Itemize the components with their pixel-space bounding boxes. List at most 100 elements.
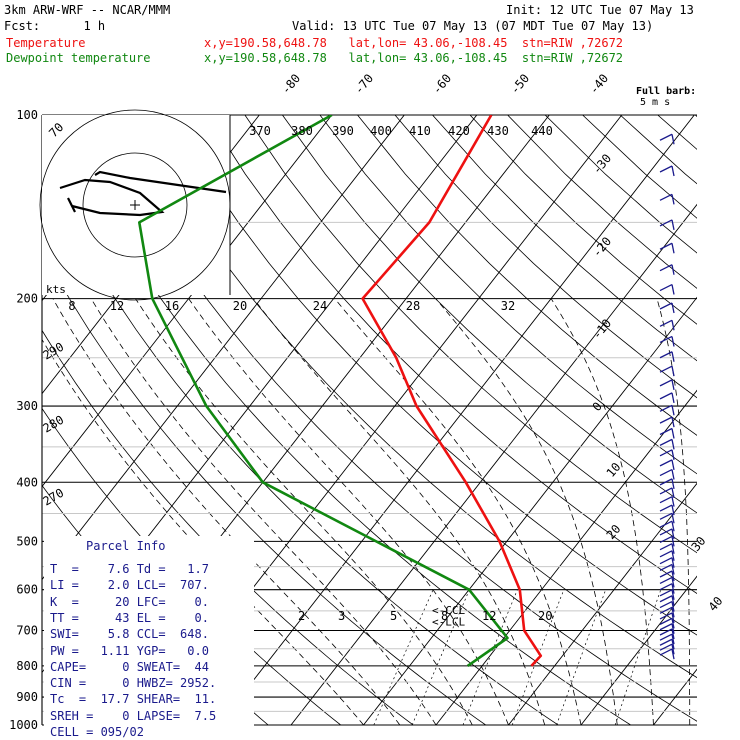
wind-barb xyxy=(671,543,675,554)
wind-barb xyxy=(671,564,675,575)
wind-barb xyxy=(659,365,673,373)
wind-barb xyxy=(659,550,673,558)
hodograph-speed-label: 12 xyxy=(110,299,124,313)
barb-key-title: Full barb: xyxy=(636,86,697,97)
wind-barb xyxy=(671,417,675,428)
wind-barbs xyxy=(659,133,675,660)
theta-e-label: 410 xyxy=(409,124,431,138)
wind-barb xyxy=(671,504,675,516)
wind-barb xyxy=(671,623,675,634)
theta-e-label: 380 xyxy=(291,124,313,138)
wind-barb xyxy=(659,612,673,620)
hodograph-speed-label: 32 xyxy=(501,299,515,313)
moist-adiabat xyxy=(726,299,740,725)
wind-barb xyxy=(671,392,675,404)
dry-adiabat xyxy=(282,115,697,514)
parcel-info-row: K = 20 LFC= 0. xyxy=(50,594,209,609)
isotherm-label: 30 xyxy=(689,534,709,554)
isotherm-line xyxy=(42,115,405,581)
wind-barb xyxy=(671,134,675,145)
wind-barb xyxy=(659,449,673,457)
dewpoint-line xyxy=(138,115,509,667)
isotherm-label: -30 xyxy=(590,151,615,177)
isotherm-label: 0 xyxy=(590,399,605,414)
wind-barb xyxy=(671,570,675,582)
wind-barb xyxy=(671,536,675,547)
parcel-info-row: PW = 1.11 YGP= 0.0 xyxy=(50,643,209,658)
wind-barb xyxy=(671,648,675,660)
dry-adiabat xyxy=(394,115,697,399)
isotherm-line xyxy=(290,203,697,725)
wind-barb xyxy=(659,264,673,272)
wind-barb xyxy=(671,589,675,600)
wind-barb xyxy=(671,639,675,650)
wind-barb xyxy=(659,165,673,173)
isotherm-label: -70 xyxy=(352,71,377,97)
isotherm-label: -80 xyxy=(279,71,304,97)
isotherm-label: -60 xyxy=(430,71,455,97)
wind-barb xyxy=(671,612,675,624)
theta-e-label: 370 xyxy=(249,124,271,138)
hodograph-speed-label: 28 xyxy=(406,299,420,313)
wind-barb xyxy=(659,283,673,292)
wind-barb xyxy=(671,478,675,490)
isotherm-line xyxy=(726,115,740,725)
dry-adiabat xyxy=(582,115,697,219)
hodograph-ring xyxy=(39,109,231,301)
parcel-marker: <-LCL xyxy=(432,616,465,629)
mixing-ratio-line xyxy=(614,589,662,725)
mixing-ratio-line xyxy=(462,589,518,725)
theta-label: 280 xyxy=(41,413,67,436)
wind-barb xyxy=(671,528,675,540)
wind-barb xyxy=(671,521,675,532)
wind-barb xyxy=(659,219,673,227)
wind-barb xyxy=(671,583,675,594)
wind-barb xyxy=(671,379,675,390)
mixing-ratio-label: 5 xyxy=(390,609,397,623)
isotherm-line xyxy=(218,115,695,725)
isotherm-line xyxy=(508,482,697,725)
wind-barb xyxy=(659,633,673,641)
wind-barb xyxy=(659,242,673,250)
wind-barb xyxy=(659,427,673,436)
temperature-legend: Temperature xyxy=(6,36,86,50)
wind-barb xyxy=(659,512,673,520)
dewpoint-legend: Dewpoint temperature xyxy=(6,51,151,65)
wind-barb xyxy=(671,405,675,416)
forecast-hour: Fcst: 1 h xyxy=(4,19,106,33)
barb-key-value: 5 m s xyxy=(640,97,671,108)
parcel-info-row: CELL = 095/02 xyxy=(50,725,144,739)
wind-barb xyxy=(659,570,673,578)
pressure-label: 400 xyxy=(16,475,38,489)
pressure-label: 800 xyxy=(16,659,38,673)
wind-barb xyxy=(659,576,673,584)
wind-barb xyxy=(671,607,675,618)
wind-barb xyxy=(671,165,675,177)
valid-time: Valid: 13 UTC Tue 07 May 13 (07 MDT Tue … xyxy=(292,19,654,33)
wind-barb xyxy=(671,618,675,629)
pressure-label: 900 xyxy=(16,690,38,704)
wind-barb xyxy=(659,520,673,528)
parcel-marker: <-CCL xyxy=(432,604,465,617)
wind-barb xyxy=(671,601,675,612)
wind-barb xyxy=(659,648,673,656)
dry-adiabat xyxy=(469,115,697,325)
hodograph-speed-label: 24 xyxy=(313,299,327,313)
hodograph-speed-label: 20 xyxy=(233,299,247,313)
wind-barb xyxy=(659,416,673,424)
wind-barb xyxy=(659,535,673,544)
wind-barb xyxy=(671,577,675,588)
mixing-ratio-label: 12 xyxy=(482,609,496,623)
pressure-label: 200 xyxy=(16,292,38,306)
moist-adiabat xyxy=(253,298,546,725)
parcel-info-row: SWI= 5.8 CCL= 648. xyxy=(50,627,209,642)
parcel-info-row: T = 7.6 Td = 1.7 xyxy=(50,562,209,576)
wind-barb xyxy=(659,193,673,201)
parcel-info-row: TT = 43 EL = 0. xyxy=(50,610,209,625)
wind-barb xyxy=(659,335,673,344)
pressure-label: 300 xyxy=(16,399,38,413)
wind-barb xyxy=(671,366,675,377)
theta-e-label: 390 xyxy=(332,124,354,138)
wind-barb xyxy=(671,320,675,331)
isotherm-label: -40 xyxy=(587,71,612,97)
